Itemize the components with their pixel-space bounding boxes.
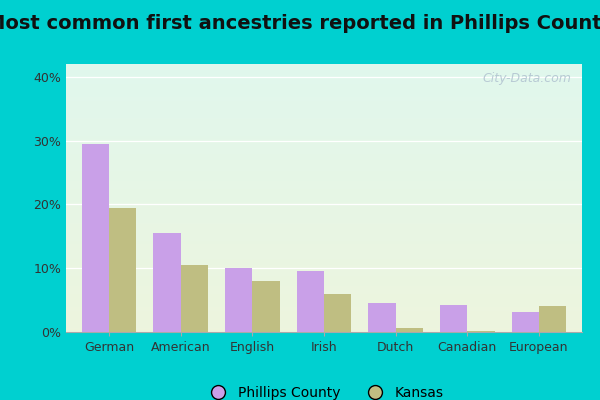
- Bar: [440, 304, 467, 332]
- Text: Most common first ancestries reported in Phillips County: Most common first ancestries reported in…: [0, 14, 600, 33]
- Legend: Phillips County, Kansas: Phillips County, Kansas: [199, 380, 449, 400]
- Bar: [154, 233, 181, 332]
- Bar: [253, 281, 280, 332]
- Text: City-Data.com: City-Data.com: [483, 72, 572, 85]
- Bar: [109, 208, 136, 332]
- Bar: [395, 328, 423, 332]
- Bar: [324, 294, 351, 332]
- Bar: [368, 303, 395, 332]
- Bar: [512, 312, 539, 332]
- Bar: [181, 265, 208, 332]
- Bar: [539, 306, 566, 332]
- Bar: [467, 331, 494, 332]
- Bar: [82, 144, 109, 332]
- Bar: [297, 271, 324, 332]
- Bar: [225, 268, 253, 332]
